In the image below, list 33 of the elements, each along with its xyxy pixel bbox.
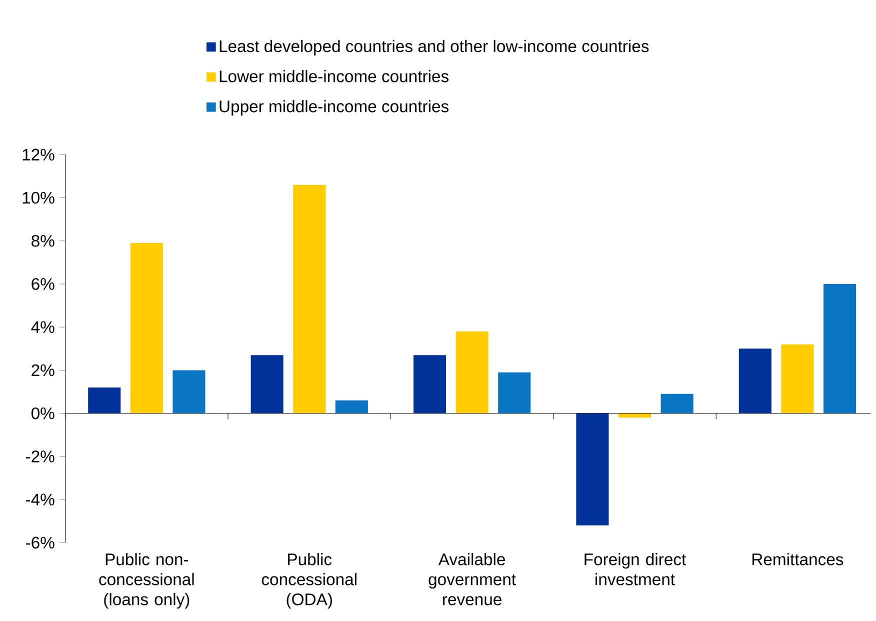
x-tick-label: Remittances <box>752 552 844 566</box>
bar <box>738 348 772 414</box>
bar <box>172 370 206 414</box>
bar <box>660 394 694 414</box>
bar <box>823 284 856 414</box>
x-tick-label: Foreign direct investment <box>584 552 686 586</box>
legend-label: Lower middle-income countries <box>220 70 449 82</box>
bar <box>618 413 652 418</box>
y-tick-label: 8% <box>32 234 54 247</box>
y-tick-label: -2% <box>26 450 54 462</box>
x-tick-label: Public non-concessional (loans only) <box>99 552 194 608</box>
y-tick-label: 4% <box>31 321 54 333</box>
bar <box>576 413 609 526</box>
bar <box>781 344 814 414</box>
x-tick-label: Public concessional (ODA) <box>262 552 356 608</box>
y-tick-label: 10% <box>22 192 54 204</box>
y-tick-label: -6% <box>26 536 54 548</box>
bar <box>498 372 531 414</box>
y-tick-label: 2% <box>32 364 54 376</box>
legend-label: Least developed countries and other low-income countries <box>220 40 649 56</box>
legend-label: Upper middle-income countries <box>220 100 449 116</box>
y-tick-label: 6% <box>32 278 54 290</box>
bar <box>293 184 326 414</box>
x-tick-label: Available government revenue <box>428 552 516 606</box>
y-tick-label: 0% <box>31 407 54 420</box>
bar <box>250 354 284 414</box>
bar <box>88 387 121 414</box>
bar <box>414 354 446 414</box>
bar <box>456 331 488 414</box>
bar <box>130 242 163 414</box>
y-tick-label: -4% <box>26 494 54 506</box>
y-tick-label: 12% <box>22 148 54 160</box>
bar <box>335 400 368 414</box>
